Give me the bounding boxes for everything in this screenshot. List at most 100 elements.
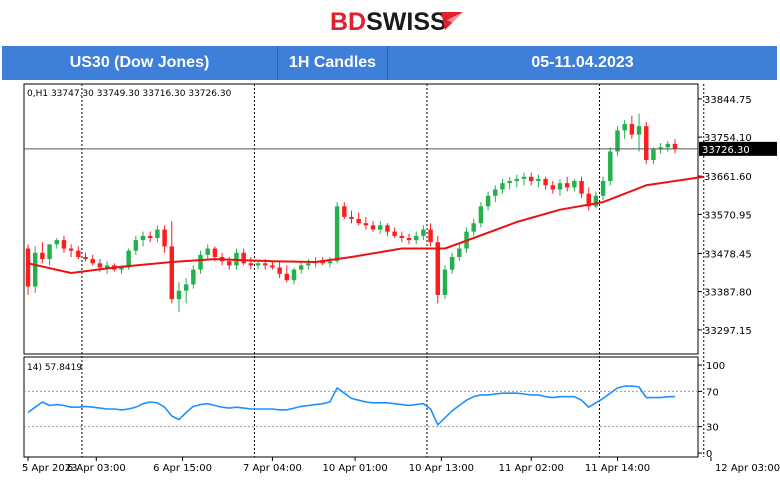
bullish-candle [298, 265, 304, 270]
bullish-candle [507, 181, 512, 184]
bullish-candle [493, 189, 498, 196]
bullish-candle [449, 256, 455, 270]
bullish-candle [485, 195, 491, 207]
bearish-candle [579, 181, 584, 194]
bearish-candle [61, 240, 67, 249]
bearish-candle [76, 250, 81, 257]
bearish-candle [212, 248, 218, 257]
price-tick-label: 33297.15 [704, 326, 752, 337]
bullish-candle [176, 290, 182, 300]
time-tick-label: 6 Apr 15:00 [153, 463, 212, 474]
brand-arrow-icon [441, 12, 463, 30]
bearish-candle [550, 185, 556, 190]
bullish-candle [306, 263, 311, 266]
chart-header-bar: US30 (Dow Jones) 1H Candles 05-11.04.202… [2, 46, 777, 80]
bearish-candle [320, 261, 325, 264]
time-tick-label: 11 Apr 14:00 [585, 463, 650, 474]
bearish-candle [83, 256, 88, 260]
bearish-candle [543, 178, 548, 186]
bearish-candle [97, 263, 103, 268]
bearish-candle [284, 273, 290, 281]
bullish-candle [421, 229, 426, 236]
bullish-candle [442, 269, 448, 295]
bullish-candle [457, 248, 462, 257]
bearish-candle [392, 231, 397, 236]
bullish-candle [183, 284, 189, 291]
bearish-candle [349, 216, 354, 219]
bullish-candle [413, 235, 419, 241]
bullish-candle [478, 206, 484, 224]
bullish-candle [133, 240, 139, 251]
rsi-tick-label: 0 [706, 449, 712, 460]
bearish-candle [169, 246, 175, 300]
rsi-info-line: 14) 57.8419 [27, 363, 82, 373]
bearish-candle [147, 235, 153, 238]
time-tick-label: 5 Apr 2023 [22, 463, 77, 474]
bullish-candle [291, 269, 297, 281]
bearish-candle [227, 261, 232, 266]
bearish-candle [90, 259, 95, 264]
price-tick-label: 33478.45 [704, 249, 752, 260]
bullish-candle [140, 235, 146, 241]
bearish-candle [25, 248, 31, 287]
bullish-candle [514, 178, 520, 182]
bullish-candle [636, 126, 642, 135]
bearish-candle [564, 183, 570, 188]
current-price-badge [699, 141, 777, 156]
bullish-candle [536, 178, 541, 182]
bullish-candle [378, 225, 383, 230]
price-tick-label: 33570.95 [704, 210, 752, 221]
bearish-candle [644, 126, 649, 160]
bearish-candle [248, 263, 254, 266]
bullish-candle [471, 223, 476, 232]
bearish-candle [241, 252, 246, 264]
bullish-candle [255, 263, 261, 266]
brand-wordmark: BDSWISS [330, 8, 447, 36]
bullish-candle [622, 124, 627, 131]
moving-average-line [27, 175, 704, 274]
time-tick-label: 6 Apr 03:00 [67, 463, 126, 474]
bearish-candle [363, 223, 369, 226]
rsi-axis: 100 70 30 0 [698, 361, 725, 460]
bullish-candle [119, 267, 124, 270]
bullish-candle [600, 181, 606, 196]
bearish-candle [68, 248, 74, 251]
rsi-line [27, 385, 675, 426]
candles-series [25, 113, 678, 312]
bearish-candle [586, 193, 591, 207]
price-tick-label: 33844.75 [704, 95, 752, 106]
current-price-marker: 33726.30 [24, 141, 777, 156]
timeframe-label: 1H Candles [278, 46, 388, 80]
bearish-candle [162, 229, 167, 247]
bullish-candle [327, 261, 333, 264]
bearish-candle [528, 176, 534, 182]
price-tick-label: 33387.80 [704, 288, 752, 299]
bullish-candle [155, 229, 160, 238]
bullish-candle [557, 183, 563, 190]
date-range-label: 05-11.04.2023 [531, 54, 634, 71]
bearish-candle [399, 235, 405, 238]
time-tick-label: 10 Apr 13:00 [409, 463, 474, 474]
rsi-level-lines [24, 390, 698, 428]
moving-average-series [27, 175, 704, 274]
bullish-candle [651, 149, 656, 160]
bullish-candle [593, 195, 599, 207]
rsi-tick-label: 70 [706, 387, 719, 398]
bullish-candle [658, 147, 663, 150]
bearish-candle [672, 143, 678, 149]
bearish-candle [277, 267, 282, 274]
price-tick-label: 33754.10 [704, 133, 752, 144]
rsi-series [27, 385, 675, 426]
bearish-candle [435, 242, 440, 295]
bullish-candle [191, 269, 196, 285]
bullish-candle [104, 265, 110, 268]
bullish-candle [500, 183, 505, 190]
brand-logo: BDSWISS [0, 0, 780, 44]
bearish-candle [385, 225, 390, 232]
bearish-candle [342, 206, 347, 217]
price-axis: 33844.75 33754.10 33661.60 33570.95 33478.45… [698, 95, 752, 337]
bearish-candle [356, 219, 361, 224]
bearish-candle [263, 263, 268, 266]
